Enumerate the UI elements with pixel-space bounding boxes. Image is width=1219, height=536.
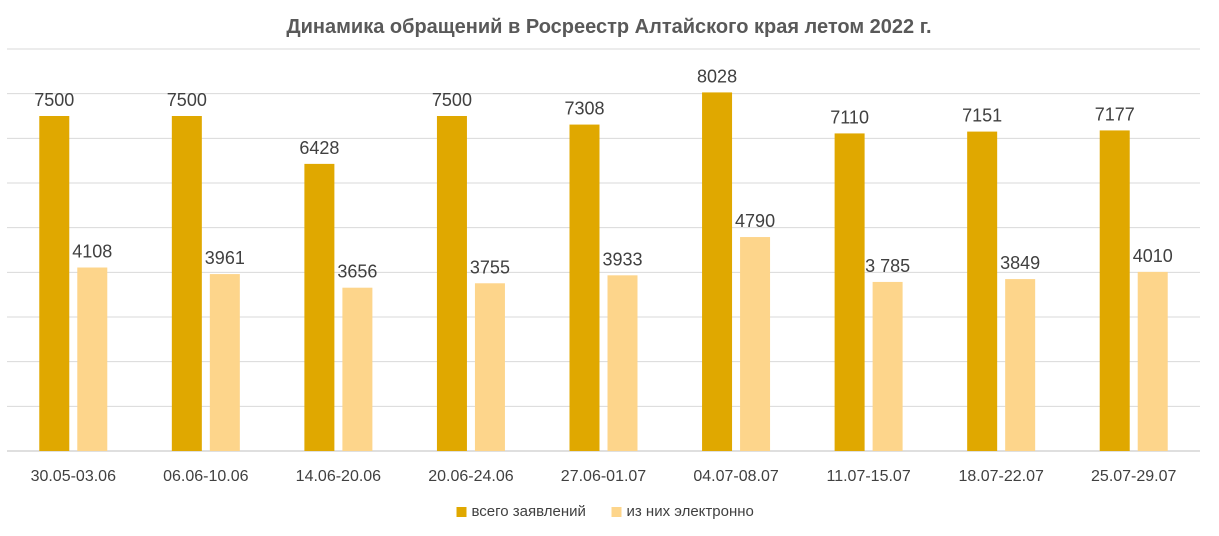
bar-total bbox=[834, 133, 865, 452]
bar-electronic bbox=[209, 274, 240, 451]
data-label-total: 7151 bbox=[962, 106, 1002, 126]
data-label-total: 7177 bbox=[1095, 104, 1135, 124]
bar-electronic bbox=[1137, 271, 1168, 451]
bar-electronic bbox=[342, 287, 373, 451]
bar-total bbox=[39, 116, 70, 451]
bar-electronic bbox=[740, 237, 771, 451]
x-tick-label: 04.07-08.07 bbox=[693, 468, 779, 485]
bar-electronic bbox=[77, 267, 108, 451]
data-label-total: 7500 bbox=[34, 90, 74, 110]
bar-total bbox=[436, 116, 467, 451]
data-label-total: 7500 bbox=[432, 90, 472, 110]
x-tick-label: 30.05-03.06 bbox=[31, 468, 117, 485]
data-label-electronic: 4790 bbox=[735, 211, 775, 231]
bar-total bbox=[171, 116, 202, 451]
chart-title: Динамика обращений в Росреестр Алтайског… bbox=[286, 16, 931, 38]
data-label-electronic: 4010 bbox=[1133, 246, 1173, 266]
legend-label: всего заявлений bbox=[472, 503, 586, 520]
data-label-electronic: 4108 bbox=[72, 242, 112, 262]
data-label-total: 7308 bbox=[564, 99, 604, 119]
bar-total bbox=[967, 131, 998, 451]
legend-swatch bbox=[611, 507, 622, 517]
data-label-total: 7110 bbox=[830, 107, 869, 127]
x-tick-label: 25.07-29.07 bbox=[1091, 468, 1177, 485]
x-axis-tick-labels: 30.05-03.06 06.06-10.06 14.06-20.06 20.06-2… bbox=[31, 468, 1177, 485]
legend-swatch bbox=[456, 507, 467, 517]
bar-electronic bbox=[1005, 279, 1036, 451]
gridlines bbox=[7, 48, 1200, 452]
bar-total bbox=[304, 163, 335, 451]
data-label-total: 7500 bbox=[167, 90, 207, 110]
bar-total bbox=[569, 124, 600, 452]
data-label-electronic: 3755 bbox=[470, 257, 510, 277]
data-label-electronic: 3849 bbox=[1000, 253, 1040, 273]
data-label-electronic: 3933 bbox=[602, 249, 642, 269]
bar-total bbox=[1099, 130, 1130, 451]
data-label-total: 8028 bbox=[697, 66, 737, 86]
data-label-electronic: 3656 bbox=[337, 262, 377, 282]
x-tick-label: 06.06-10.06 bbox=[163, 468, 249, 485]
x-tick-label: 20.06-24.06 bbox=[428, 468, 514, 485]
bar-total bbox=[702, 92, 733, 451]
data-label-electronic: 3 785 bbox=[865, 256, 910, 276]
legend: всего заявлений из них электронно bbox=[456, 503, 754, 520]
data-labels: 7500 4108 7500 3961 6428 3656 7500 3755 7308 3933… bbox=[34, 66, 1172, 281]
bar-electronic bbox=[872, 281, 903, 451]
bar-electronic bbox=[607, 275, 638, 451]
bar-electronic bbox=[474, 283, 505, 451]
legend-label: из них электронно bbox=[627, 503, 754, 520]
data-label-total: 6428 bbox=[299, 138, 339, 158]
x-tick-label: 18.07-22.07 bbox=[958, 468, 1044, 485]
x-tick-label: 27.06-01.07 bbox=[561, 468, 647, 485]
x-tick-label: 14.06-20.06 bbox=[296, 468, 382, 485]
bars bbox=[39, 92, 1168, 452]
data-label-electronic: 3961 bbox=[205, 248, 245, 268]
x-tick-label: 11.07-15.07 bbox=[827, 468, 911, 485]
